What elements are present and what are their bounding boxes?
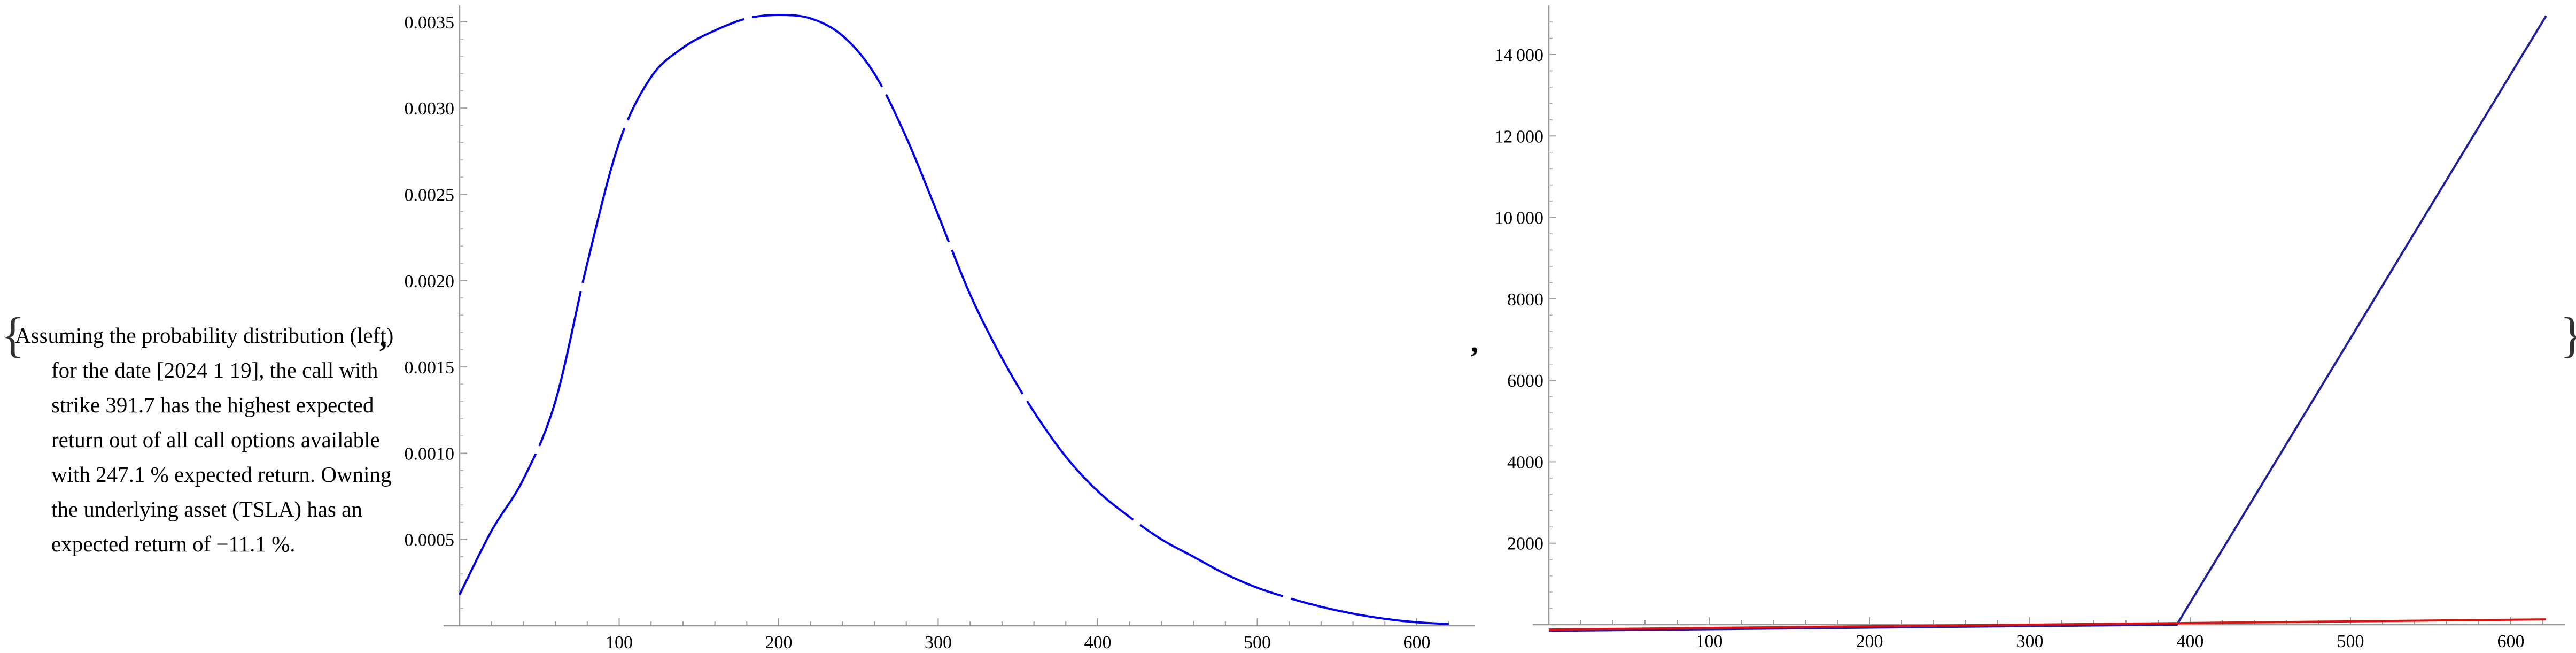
- open-brace: {: [1, 308, 25, 362]
- y-tick-label: 0.0025: [405, 186, 455, 205]
- x-tick-label: 200: [1856, 632, 1883, 651]
- y-tick-label: 14 000: [1494, 45, 1543, 65]
- chart-1: 100 200 300 400 500 600 0.0005 0.0010 0.0015 0.00…: [405, 5, 1475, 652]
- chart-2: 100 200 300 400 500 600 2000 4000 6000 8000 10 000…: [1494, 5, 2565, 651]
- x-tick-label: 200: [765, 633, 793, 652]
- y-tick-label: 8000: [1507, 290, 1543, 310]
- separator-comma: ,: [1471, 326, 1478, 359]
- y-tick-label: 0.0020: [405, 272, 455, 291]
- series-line-1: [459, 13, 1449, 625]
- series-line-2: [1548, 618, 2547, 631]
- series-line-1: [1548, 15, 2547, 632]
- x-tick-label: 400: [1084, 633, 1112, 652]
- y-tick-label: 0.0035: [405, 13, 455, 33]
- y-tick-label: 0.0015: [405, 358, 455, 378]
- description-text: Assuming the probability distribution (l…: [15, 323, 394, 556]
- y-tick-label: 0.0030: [405, 99, 455, 119]
- y-tick-label: 4000: [1507, 452, 1543, 472]
- y-tick-label: 10 000: [1494, 209, 1543, 228]
- x-tick-label: 300: [2016, 632, 2044, 651]
- separator-comma: ,: [379, 320, 387, 354]
- x-tick-label: 100: [1696, 632, 1723, 651]
- x-tick-label: 600: [1403, 633, 1431, 652]
- x-tick-label: 300: [925, 633, 952, 652]
- y-tick-label: 6000: [1507, 371, 1543, 391]
- x-tick-label: 500: [2337, 632, 2364, 651]
- close-brace: }: [2560, 310, 2576, 359]
- x-tick-label: 600: [2497, 632, 2525, 651]
- x-tick-label: 500: [1244, 633, 1271, 652]
- y-tick-label: 0.0005: [405, 531, 455, 550]
- y-tick-label: 0.0010: [405, 444, 455, 464]
- x-tick-label: 100: [606, 633, 633, 652]
- y-tick-label: 12 000: [1494, 127, 1543, 147]
- y-tick-label: 2000: [1507, 534, 1543, 554]
- x-tick-label: 400: [2177, 632, 2204, 651]
